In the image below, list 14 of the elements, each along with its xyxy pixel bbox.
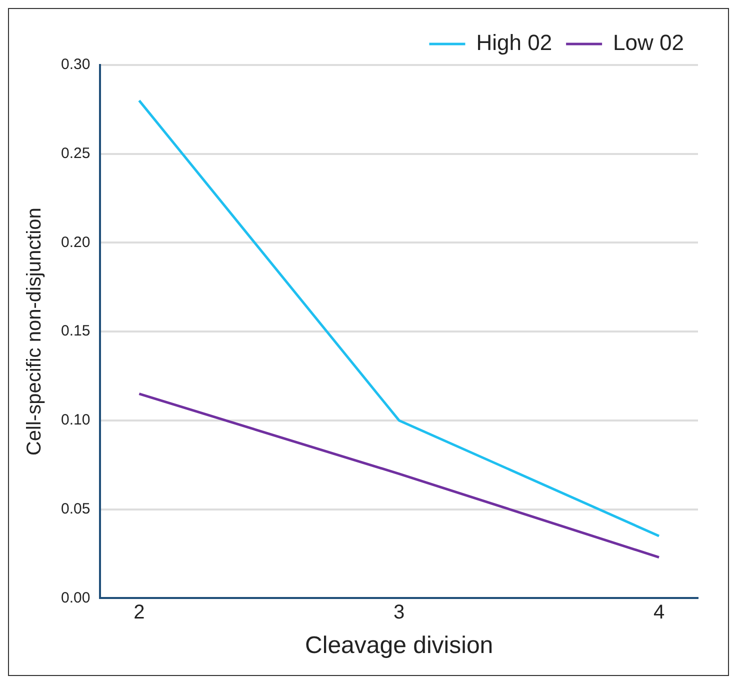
y-tick-label: 0.05	[60, 500, 90, 518]
y-tick-label: 0.25	[60, 145, 90, 162]
y-tick-label: 0.10	[60, 412, 90, 429]
x-tick-label: 4	[653, 602, 665, 624]
x-tick-label: 2	[134, 602, 145, 624]
y-tick-label: 0.20	[60, 234, 90, 251]
y-axis-title: Cell-specific non-disjunction	[24, 208, 46, 456]
y-tick-label: 0.15	[60, 322, 90, 340]
y-tick-label: 0.00	[60, 589, 90, 606]
x-axis-title: Cleavage division	[305, 632, 494, 660]
legend-label: Low 02	[613, 30, 684, 56]
y-tick-label: 0.30	[60, 56, 90, 74]
x-tick-label: 3	[394, 602, 405, 624]
legend-label: High 02	[476, 30, 552, 56]
